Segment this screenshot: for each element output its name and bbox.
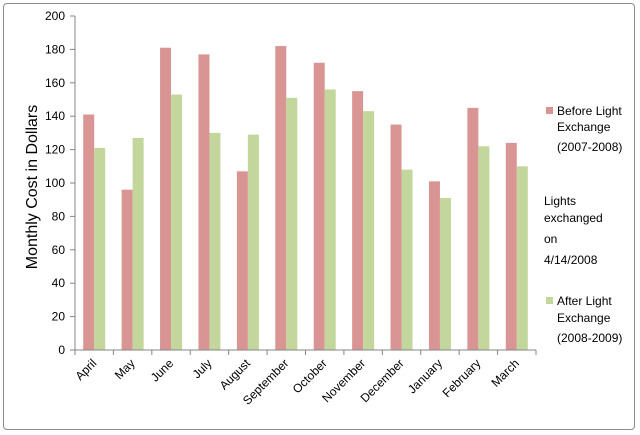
bar-after-december (401, 169, 413, 350)
y-axis-ticks: 0 20 40 60 80 100 120 140 160 180 200 (45, 9, 75, 357)
bar-before-january (428, 181, 440, 350)
bar-after-may (132, 137, 144, 350)
bar-after-july (209, 132, 221, 350)
bar-before-october (313, 62, 325, 350)
x-tick-label-february: February (440, 356, 484, 400)
y-tick-label: 180 (45, 42, 65, 56)
x-tick-label-august: August (217, 356, 254, 393)
bar-after-june (171, 94, 183, 351)
x-tick-label-july: July (190, 356, 215, 381)
bar-before-july (198, 54, 210, 350)
legend-after-line-2: Exchange (557, 311, 611, 325)
bar-after-february (478, 146, 490, 350)
y-tick-label: 200 (45, 9, 65, 23)
bar-after-august (247, 134, 259, 350)
y-tick-label: 160 (45, 76, 65, 90)
legend-before: Before Light Exchange (2007-2008) (546, 104, 622, 154)
bar-before-june (160, 47, 172, 350)
annotation-line-1: Lights (544, 194, 576, 208)
legend-before-line-3: (2007-2008) (557, 140, 622, 154)
annotation-lights-exchanged: Lights exchanged on 4/14/2008 (544, 194, 603, 267)
x-tick-label-april: April (72, 356, 99, 383)
x-tick-label-may: May (112, 356, 138, 382)
bar-after-march (516, 166, 528, 350)
legend-after: After Light Exchange (2008-2009) (546, 294, 622, 345)
bar-after-january (439, 198, 451, 350)
bar-before-may (121, 189, 133, 350)
y-axis-title: Monthly Cost in Dollars (24, 105, 41, 270)
legend-after-line-1: After Light (557, 294, 612, 308)
bar-before-september (275, 46, 287, 351)
legend-swatch-after (546, 297, 553, 304)
annotation-line-4: 4/14/2008 (544, 253, 598, 267)
annotation-line-2: exchanged (544, 211, 603, 225)
bar-after-november (363, 111, 375, 350)
bar-after-april (94, 147, 106, 350)
bar-before-april (83, 114, 95, 350)
y-tick-label: 140 (45, 109, 65, 123)
bar-after-september (286, 97, 298, 350)
legend-before-line-1: Before Light (557, 104, 622, 118)
y-tick-label: 60 (52, 243, 66, 257)
legend-before-line-2: Exchange (557, 120, 611, 134)
bar-before-august (236, 171, 248, 350)
annotation-line-3: on (544, 232, 557, 246)
y-tick-label: 120 (45, 143, 65, 157)
y-tick-label: 100 (45, 176, 65, 190)
x-tick-label-march: March (488, 356, 521, 389)
y-tick-label: 20 (52, 310, 66, 324)
legend-swatch-before (546, 107, 553, 114)
bar-before-december (390, 124, 402, 350)
bar-before-november (352, 91, 364, 351)
y-tick-label: 0 (58, 343, 65, 357)
bar-before-march (505, 142, 517, 350)
y-tick-label: 40 (52, 276, 66, 290)
bar-before-february (467, 107, 479, 350)
y-tick-label: 80 (52, 209, 66, 223)
bar-after-october (324, 89, 336, 350)
bar-group (83, 46, 528, 351)
legend-after-line-3: (2008-2009) (557, 331, 622, 345)
x-tick-label-june: June (148, 356, 177, 385)
x-axis-ticks: April May June July AugustSeptemberOctoberNo… (72, 350, 537, 408)
